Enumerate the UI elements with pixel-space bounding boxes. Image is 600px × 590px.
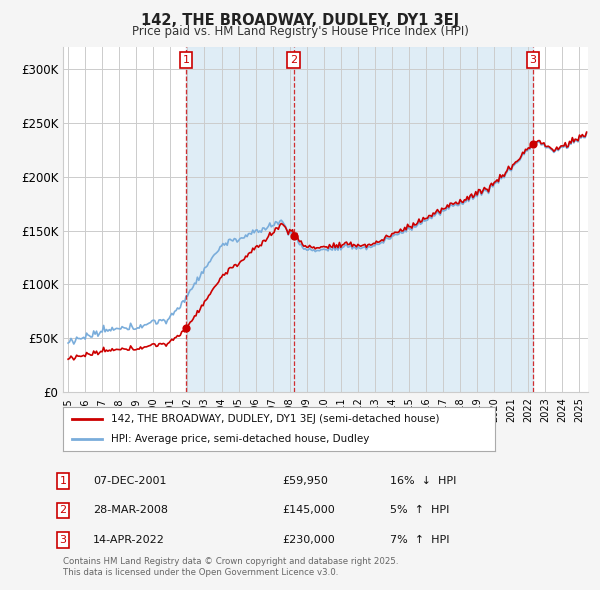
Text: This data is licensed under the Open Government Licence v3.0.: This data is licensed under the Open Gov… [63,568,338,577]
Text: 28-MAR-2008: 28-MAR-2008 [93,506,168,515]
Text: £230,000: £230,000 [282,535,335,545]
Text: 07-DEC-2001: 07-DEC-2001 [93,476,167,486]
Text: 14-APR-2022: 14-APR-2022 [93,535,165,545]
Text: 3: 3 [59,535,67,545]
Text: 142, THE BROADWAY, DUDLEY, DY1 3EJ (semi-detached house): 142, THE BROADWAY, DUDLEY, DY1 3EJ (semi… [110,415,439,424]
Bar [186,47,533,392]
Text: £145,000: £145,000 [282,506,335,515]
Text: 1: 1 [59,476,67,486]
Text: £59,950: £59,950 [282,476,328,486]
Text: Contains HM Land Registry data © Crown copyright and database right 2025.: Contains HM Land Registry data © Crown c… [63,558,398,566]
Text: 1: 1 [182,55,190,65]
Text: 2: 2 [59,506,67,515]
Point [289,231,298,241]
Text: 7%  ↑  HPI: 7% ↑ HPI [390,535,449,545]
Text: 3: 3 [530,55,536,65]
Text: 142, THE BROADWAY, DUDLEY, DY1 3EJ: 142, THE BROADWAY, DUDLEY, DY1 3EJ [141,13,459,28]
Point [181,323,191,332]
Text: 5%  ↑  HPI: 5% ↑ HPI [390,506,449,515]
Text: Price paid vs. HM Land Registry's House Price Index (HPI): Price paid vs. HM Land Registry's House … [131,25,469,38]
Text: 2: 2 [290,55,297,65]
Point [529,140,538,149]
Text: 16%  ↓  HPI: 16% ↓ HPI [390,476,457,486]
Text: HPI: Average price, semi-detached house, Dudley: HPI: Average price, semi-detached house,… [110,434,369,444]
